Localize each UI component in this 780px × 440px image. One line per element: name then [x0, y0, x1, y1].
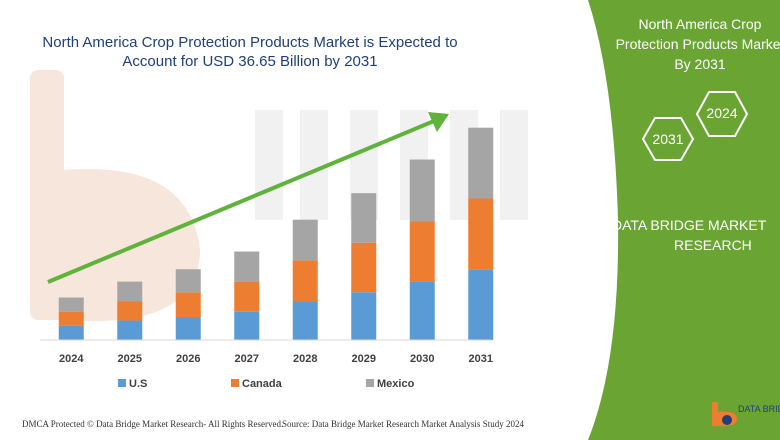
- x-tick-label: 2030: [410, 353, 434, 365]
- bars-layer: [58, 127, 494, 340]
- brand-line1: DATA BRIDGE MARKET: [612, 217, 767, 233]
- bar-2031-us: [468, 269, 494, 340]
- bar-2030-us: [409, 281, 435, 340]
- hex-2031: [641, 117, 695, 161]
- data-bridge-logo-icon: [712, 402, 737, 427]
- bar-2029-us: [351, 292, 377, 340]
- bar-2026-mexico: [175, 269, 201, 293]
- footer-source: Source: Data Bridge Market Research Mark…: [282, 419, 524, 429]
- x-tick-label: 2028: [293, 353, 317, 365]
- hex-end-year: 2031: [652, 131, 684, 147]
- legend-label: Canada: [242, 378, 283, 390]
- x-tick-label: 2026: [176, 353, 200, 365]
- x-tick-label: 2025: [118, 353, 142, 365]
- hex-start-year: 2024: [706, 105, 738, 121]
- bar-2027-mexico: [234, 251, 260, 282]
- bar-2026-canada: [175, 292, 201, 317]
- bar-2029-canada: [351, 242, 377, 293]
- bar-2027-us: [234, 311, 260, 340]
- bar-2027-canada: [234, 281, 260, 312]
- chart-title: North America Crop Protection Products M…: [42, 34, 458, 70]
- bar-2024-mexico: [58, 297, 84, 312]
- bar-2024-us: [58, 325, 84, 340]
- bar-2028-us: [292, 301, 318, 340]
- panel-title-line3: By 2031: [674, 56, 726, 72]
- legend-swatch: [366, 379, 374, 387]
- footer-copyright: DMCA Protected © Data Bridge Market Rese…: [22, 419, 284, 429]
- bar-2024-canada: [58, 311, 84, 326]
- ticks-layer: 2024 2025 2026 2027 2028 2029 2030 2031: [59, 353, 493, 365]
- bar-2028-canada: [292, 260, 318, 302]
- legend-label: U.S: [129, 378, 147, 390]
- bar-2025-mexico: [117, 281, 143, 302]
- bar-2030-canada: [409, 221, 435, 282]
- legend-label: Mexico: [377, 378, 415, 390]
- stacked-bar-chart: 2024 2025 2026 2027 2028 2029 2030 2031 U.S Cana…: [40, 112, 494, 390]
- hex-2024: [695, 91, 749, 137]
- legend-swatch: [118, 379, 126, 387]
- x-tick-label: 2029: [352, 353, 376, 365]
- bar-2025-canada: [117, 301, 143, 321]
- bar-2030-mexico: [409, 159, 435, 222]
- bar-2028-mexico: [292, 219, 318, 261]
- footer-logo-text: DATA BRIDGE: [738, 404, 780, 414]
- bar-2029-mexico: [351, 193, 377, 243]
- bar-2031-mexico: [468, 127, 494, 199]
- bar-2031-canada: [468, 198, 494, 270]
- panel-title-line2: Protection Products Market: [615, 36, 780, 52]
- bar-2025-us: [117, 320, 143, 340]
- x-tick-label: 2024: [59, 353, 84, 365]
- x-tick-label: 2027: [235, 353, 259, 365]
- legend: U.S Canada Mexico: [118, 378, 415, 390]
- bar-2026-us: [175, 317, 201, 340]
- legend-swatch: [231, 379, 239, 387]
- trend-arrow: [47, 112, 449, 284]
- panel-title: North America Crop Protection Products M…: [600, 14, 780, 74]
- x-tick-label: 2031: [469, 353, 493, 365]
- brand-text: DATA BRIDGE MARKET RESEARCH: [612, 215, 780, 255]
- brand-line2: RESEARCH: [674, 237, 752, 253]
- panel-title-line1: North America Crop: [638, 16, 762, 32]
